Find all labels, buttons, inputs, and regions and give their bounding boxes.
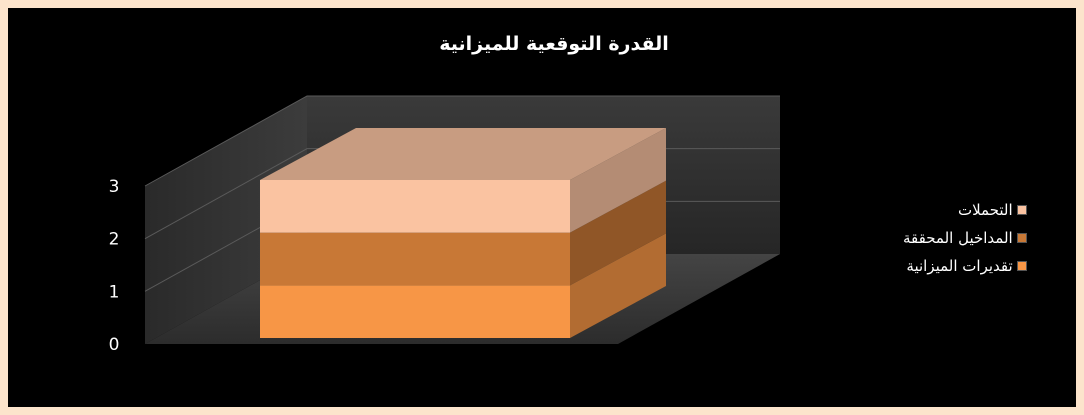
legend-swatch — [1016, 233, 1027, 243]
chart-title: القدرة التوقعية للميزانية — [439, 33, 669, 55]
legend-item: تقديرات الميزانية — [903, 252, 1027, 280]
bar-top — [260, 128, 666, 180]
legend-label: المداخيل المحققة — [903, 229, 1013, 247]
y-tick-label: 1 — [109, 282, 120, 302]
legend-label: التحملات — [957, 201, 1013, 219]
legend-label: تقديرات الميزانية — [906, 257, 1013, 275]
bar-front — [260, 180, 570, 233]
chart-frame: 0 1 2 3 القدرة التوقعية للميزانية التحملات … — [8, 8, 1076, 407]
chart-side-wall — [145, 96, 307, 344]
legend-item: المداخيل المحققة — [903, 224, 1027, 252]
chart-plot: 0 1 2 3 القدرة التوقعية للميزانية — [109, 33, 780, 355]
bar-segment — [260, 233, 666, 338]
bar-front — [260, 232, 570, 286]
bar-side — [570, 233, 666, 338]
gridline — [144, 95, 780, 187]
legend-swatch — [1016, 205, 1027, 215]
legend-item: التحملات — [903, 196, 1027, 224]
bar-side — [570, 128, 666, 233]
y-tick-label: 3 — [109, 177, 120, 197]
legend-swatch — [1016, 261, 1027, 271]
bar-side — [570, 180, 666, 286]
y-tick-label: 0 — [109, 335, 120, 355]
bar-segment — [260, 180, 666, 286]
bar-segment — [260, 128, 666, 233]
bar-front — [260, 285, 570, 338]
chart-legend: التحملات المداخيل المحققة تقديرات الميزا… — [903, 196, 1027, 280]
y-tick-label: 2 — [109, 230, 120, 250]
